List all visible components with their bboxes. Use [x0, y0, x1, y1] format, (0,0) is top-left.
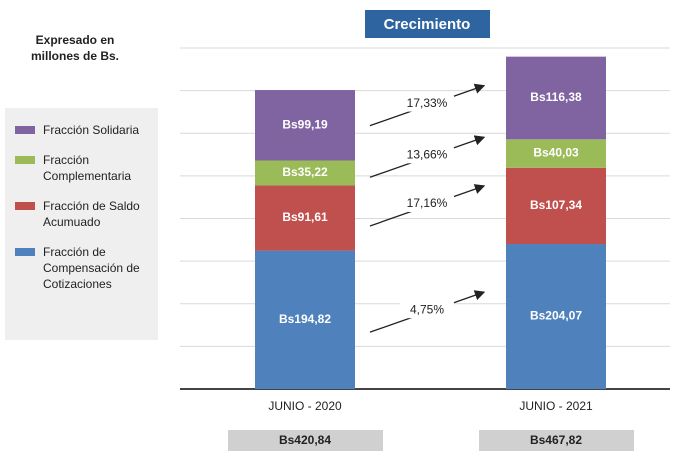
- growth-label: 13,66%: [407, 147, 448, 161]
- x-tick-label: JUNIO - 2020: [268, 399, 342, 413]
- total-label: Bs420,84: [279, 433, 331, 447]
- bar-segment: [506, 56, 606, 140]
- growth-bg: [400, 195, 454, 212]
- legend-swatch: [15, 126, 35, 134]
- legend-label: Fracción Complementaria: [43, 153, 132, 183]
- chart-title: Crecimiento: [384, 16, 471, 33]
- growth-bg: [400, 302, 454, 319]
- value-label: Bs204,07: [530, 309, 582, 323]
- bar-segment: [506, 167, 606, 245]
- legend-item: Fracción de Compensación de Cotizaciones: [15, 244, 158, 292]
- value-label: Bs91,61: [282, 210, 328, 224]
- growth-label: 17,33%: [407, 96, 448, 110]
- total-label: Bs467,82: [530, 433, 582, 447]
- x-tick-label: JUNIO - 2021: [519, 399, 593, 413]
- unit-note: Expresado en millones de Bs.: [30, 33, 120, 63]
- legend-item: Fracción Solidaria: [15, 122, 158, 138]
- legend-label: Fracción Solidaria: [43, 123, 140, 137]
- value-label: Bs107,34: [530, 198, 582, 212]
- growth-label: 17,16%: [407, 196, 448, 210]
- value-label: Bs116,38: [530, 90, 582, 104]
- legend-label: Fracción de Saldo Acumuado: [43, 199, 140, 229]
- bar-segment: [506, 244, 606, 389]
- title-box: [365, 10, 490, 38]
- value-label: Bs40,03: [533, 146, 579, 160]
- total-box: [479, 430, 634, 451]
- bar-segment: [506, 139, 606, 168]
- legend-swatch: [15, 156, 35, 164]
- legend-swatch: [15, 248, 35, 256]
- bar-segment: [255, 250, 355, 389]
- bar-segment: [255, 160, 355, 186]
- growth-bg: [400, 95, 454, 112]
- legend-swatch: [15, 202, 35, 210]
- bar-segment: [255, 90, 355, 161]
- value-label: Bs194,82: [279, 312, 331, 326]
- growth-bg: [400, 147, 454, 164]
- total-box: [228, 430, 383, 451]
- bar-segment: [255, 185, 355, 251]
- legend: Fracción Solidaria Fracción Complementari…: [5, 108, 158, 340]
- value-label: Bs35,22: [282, 165, 328, 179]
- legend-label: Fracción de Compensación de Cotizaciones: [43, 245, 140, 291]
- growth-label: 4,75%: [410, 302, 444, 316]
- legend-item: Fracción de Saldo Acumuado: [15, 198, 158, 230]
- value-label: Bs99,19: [282, 117, 328, 131]
- legend-item: Fracción Complementaria: [15, 152, 158, 184]
